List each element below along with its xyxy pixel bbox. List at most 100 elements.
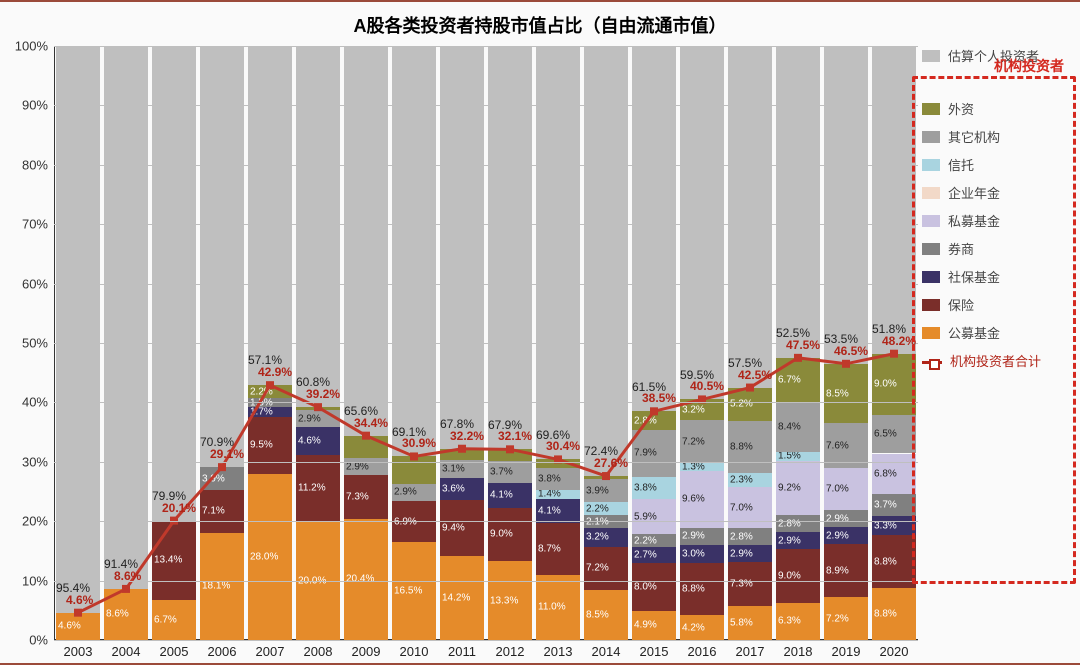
seg-other_inst: 3.8% [536, 468, 580, 491]
x-tick: 2018 [784, 644, 813, 659]
seg-broker: 2.8% [728, 528, 772, 545]
seg-mutual_fund: 14.2% [440, 556, 484, 640]
seg-label: 3.6% [442, 484, 484, 495]
x-tick: 2005 [160, 644, 189, 659]
seg-label: 7.2% [682, 436, 724, 447]
seg-foreign: 2.2% [248, 385, 292, 398]
gridline [54, 462, 918, 463]
seg-mutual_fund: 8.6% [104, 589, 148, 640]
seg-label: 16.5% [394, 586, 436, 597]
legend: 机构投资者 估算个人投资者外资其它机构信托企业年金私募基金券商社保基金保险公募基… [922, 40, 1072, 640]
seg-label: 9.5% [250, 440, 292, 451]
seg-ssf: 2.9% [824, 527, 868, 544]
seg-label: 2.9% [298, 413, 340, 424]
seg-label: 7.0% [826, 484, 868, 495]
seg-label: 8.7% [538, 543, 580, 554]
y-tick: 50% [22, 336, 48, 351]
gridline [54, 165, 918, 166]
y-tick: 0% [29, 633, 48, 648]
seg-label: 9.2% [778, 482, 820, 493]
seg-trust: 1.3% [680, 463, 724, 471]
y-tick: 40% [22, 395, 48, 410]
seg-private_fund: 5.9% [632, 499, 676, 534]
gridline [54, 640, 918, 641]
seg-insurance: 8.9% [824, 544, 868, 597]
seg-broker: 2.9% [824, 510, 868, 527]
seg-label: 2.9% [682, 531, 724, 542]
seg-label: 8.8% [730, 441, 772, 452]
seg-label: 2.2% [634, 535, 676, 546]
seg-label: 2.2% [250, 386, 292, 397]
seg-label: 3.0% [682, 548, 724, 559]
line-value-label: 4.6% [66, 593, 93, 607]
gridline [54, 224, 918, 225]
seg-foreign [488, 449, 532, 461]
seg-individual [680, 46, 724, 399]
y-tick: 10% [22, 573, 48, 588]
seg-label: 2.9% [394, 487, 436, 498]
seg-label: 6.8% [874, 468, 916, 479]
seg-private_fund: 9.6% [680, 471, 724, 528]
chart-plot: 4.6%8.6%6.7%13.4%18.1%7.1%3.9%28.0%9.5%1… [54, 46, 918, 640]
seg-label: 8.9% [826, 565, 868, 576]
seg-label: 2.9% [826, 530, 868, 541]
y-tick: 20% [22, 514, 48, 529]
seg-insurance: 8.0% [632, 563, 676, 611]
line-value-label: 40.5% [690, 379, 724, 393]
y-tick: 90% [22, 98, 48, 113]
seg-broker: 2.8% [776, 515, 820, 532]
seg-foreign [392, 456, 436, 483]
seg-insurance: 9.0% [488, 508, 532, 561]
seg-other_inst: 2.9% [392, 484, 436, 501]
seg-other_inst: 7.2% [680, 420, 724, 463]
x-tick: 2003 [64, 644, 93, 659]
line-value-label: 27.6% [594, 456, 628, 470]
seg-other_inst: 3.9% [584, 479, 628, 502]
seg-label: 3.8% [538, 474, 580, 485]
line-value-label: 32.1% [498, 429, 532, 443]
line-value-label: 47.5% [786, 338, 820, 352]
seg-individual [56, 46, 100, 613]
seg-label: 3.2% [682, 404, 724, 415]
x-tick: 2004 [112, 644, 141, 659]
seg-individual [872, 46, 916, 354]
seg-label: 9.6% [682, 494, 724, 505]
seg-other_inst: 2.9% [296, 410, 340, 427]
seg-trust: 1.5% [776, 452, 820, 461]
seg-label: 1.7% [250, 407, 292, 418]
seg-label: 2.3% [730, 474, 772, 485]
seg-mutual_fund: 28.0% [248, 474, 292, 640]
seg-mutual_fund: 13.3% [488, 561, 532, 640]
x-tick: 2012 [496, 644, 525, 659]
seg-label: 2.2% [586, 503, 628, 514]
seg-label: 5.2% [730, 399, 772, 410]
seg-label: 3.9% [586, 485, 628, 496]
seg-label: 4.9% [634, 620, 676, 631]
seg-mutual_fund: 6.7% [152, 600, 196, 640]
seg-broker: 3.7% [872, 494, 916, 516]
line-value-label: 32.2% [450, 429, 484, 443]
gridline [54, 105, 918, 106]
seg-label: 7.2% [586, 563, 628, 574]
seg-label: 9.4% [442, 522, 484, 533]
legend-box-title: 机构投资者 [994, 56, 1064, 76]
x-tick: 2017 [736, 644, 765, 659]
seg-individual [200, 46, 244, 467]
seg-individual [248, 46, 292, 385]
x-tick: 2013 [544, 644, 573, 659]
seg-label: 3.7% [490, 467, 532, 478]
gridline [54, 284, 918, 285]
seg-broker: 2.9% [680, 528, 724, 545]
seg-foreign: 5.2% [728, 388, 772, 421]
seg-broker: 2.2% [632, 534, 676, 547]
chart-title: A股各类投资者持股市值占比（自由流通市值） [8, 12, 1072, 38]
seg-mutual_fund: 16.5% [392, 542, 436, 640]
seg-foreign [440, 449, 484, 460]
seg-label: 1.4% [538, 489, 580, 500]
seg-individual [536, 46, 580, 459]
x-tick: 2010 [400, 644, 429, 659]
seg-label: 14.2% [442, 592, 484, 603]
line-value-label: 48.2% [882, 334, 916, 348]
seg-label: 20.4% [346, 574, 388, 585]
seg-mutual_fund: 4.2% [680, 615, 724, 640]
